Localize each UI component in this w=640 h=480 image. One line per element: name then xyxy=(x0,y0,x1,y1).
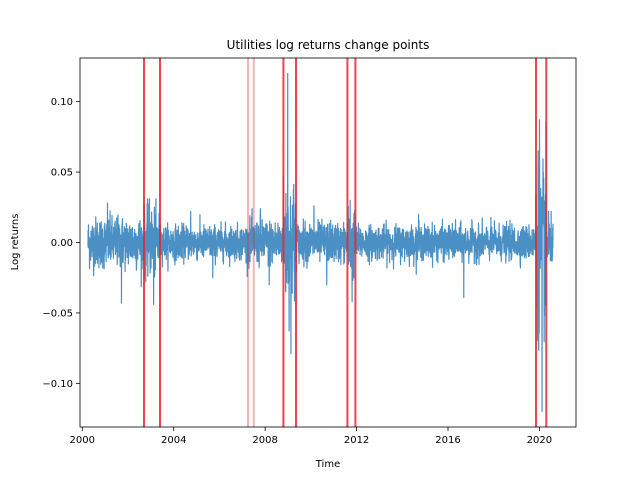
y-tick-label: 0.05 xyxy=(51,168,73,179)
x-tick-label: 2020 xyxy=(527,435,552,446)
x-axis-label: Time xyxy=(315,459,340,470)
x-tick-label: 2004 xyxy=(161,435,186,446)
chart-title: Utilities log returns change points xyxy=(227,38,430,52)
x-tick-label: 2000 xyxy=(70,435,95,446)
y-tick-label: −0.10 xyxy=(42,379,73,390)
y-tick-label: −0.05 xyxy=(42,308,73,319)
x-tick-label: 2012 xyxy=(344,435,369,446)
series-line xyxy=(87,72,554,413)
y-axis-label: Log returns xyxy=(10,214,21,271)
change-points-layer xyxy=(143,58,548,427)
x-ticks: 2000 2004 2008 2012 2016 2020 xyxy=(70,427,552,446)
y-ticks: −0.10 −0.05 0.00 0.05 0.10 xyxy=(42,97,80,390)
x-tick-label: 2016 xyxy=(435,435,460,446)
x-tick-label: 2008 xyxy=(252,435,277,446)
y-tick-label: 0.10 xyxy=(51,97,73,108)
series-layer xyxy=(87,72,554,413)
y-tick-label: 0.00 xyxy=(51,238,73,249)
